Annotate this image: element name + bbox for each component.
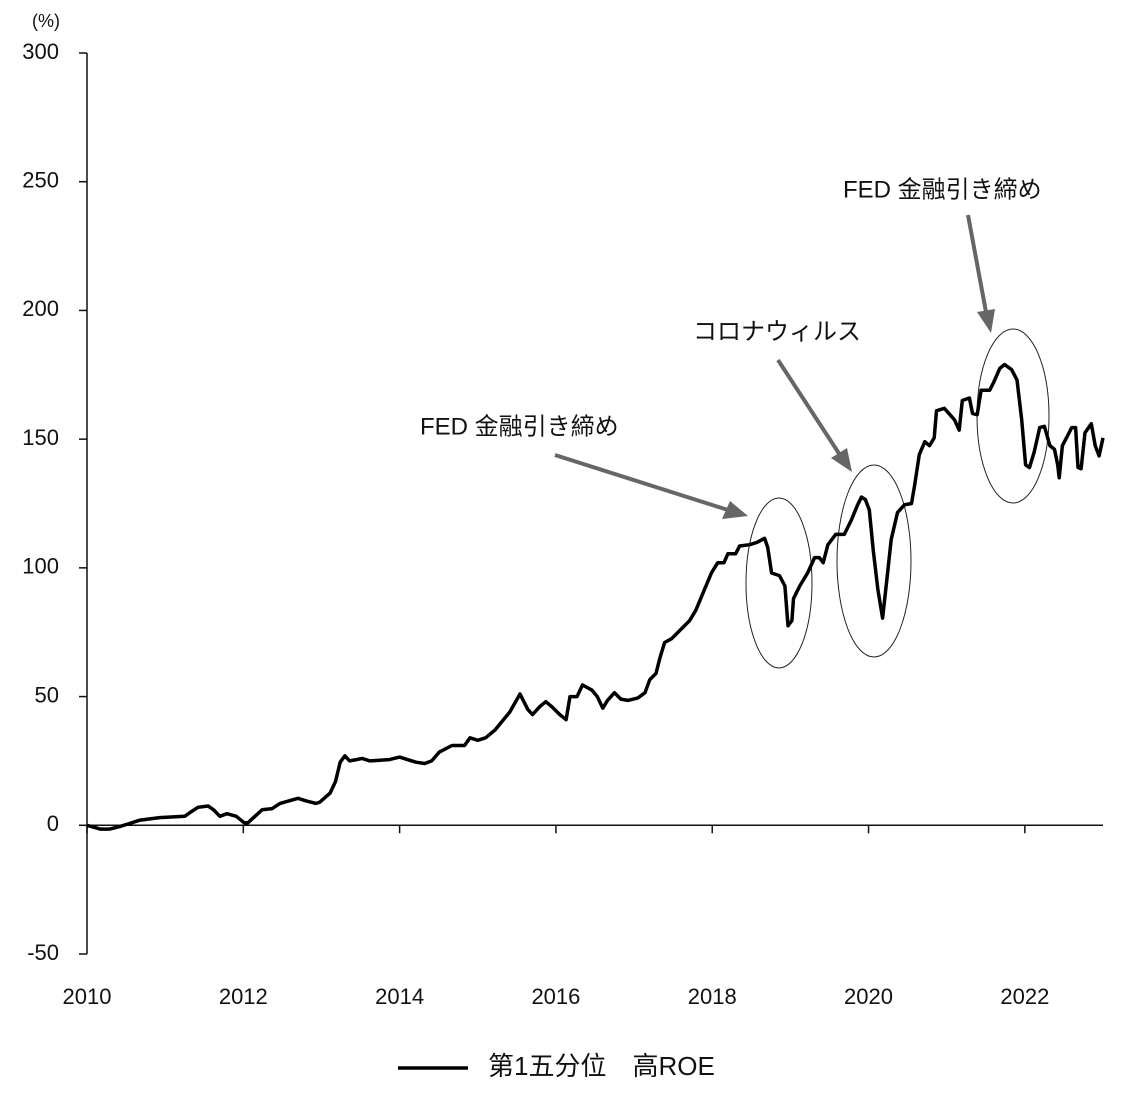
annotation-arrow — [776, 358, 842, 457]
x-tick-label: 2010 — [63, 984, 112, 1009]
arrow-head — [831, 448, 852, 472]
y-tick-label: 250 — [22, 168, 59, 193]
annotation-text: FED 金融引き締め — [843, 176, 1042, 203]
y-tick-label: 300 — [22, 39, 59, 64]
annotation-text: FED 金融引き締め — [420, 413, 619, 440]
x-tick-label: 2020 — [844, 984, 893, 1009]
highlight-ellipse — [836, 464, 912, 658]
x-tick-label: 2022 — [1000, 984, 1049, 1009]
x-tick-label: 2012 — [219, 984, 268, 1009]
y-tick-label: -50 — [27, 940, 59, 965]
arrow-head — [722, 501, 748, 519]
y-axis-unit: (%) — [32, 11, 60, 31]
x-tick-label: 2018 — [688, 984, 737, 1009]
x-tick-label: 2014 — [375, 984, 424, 1009]
data-line — [86, 362, 1105, 831]
y-tick-label: 0 — [47, 811, 59, 836]
annotation-arrow — [554, 453, 729, 512]
annotation-text: コロナウィルス — [693, 318, 861, 345]
y-tick-label: 150 — [22, 425, 59, 450]
annotation-arrow — [966, 214, 988, 313]
x-tick-label: 2016 — [531, 984, 580, 1009]
y-tick-label: 50 — [35, 682, 59, 707]
arrow-head — [977, 309, 995, 333]
highlight-ellipse — [976, 328, 1050, 504]
legend-label: 第1五分位 高ROE — [488, 1051, 715, 1081]
y-tick-label: 100 — [22, 554, 59, 579]
highlight-ellipse — [745, 497, 813, 669]
y-tick-label: 200 — [22, 296, 59, 321]
